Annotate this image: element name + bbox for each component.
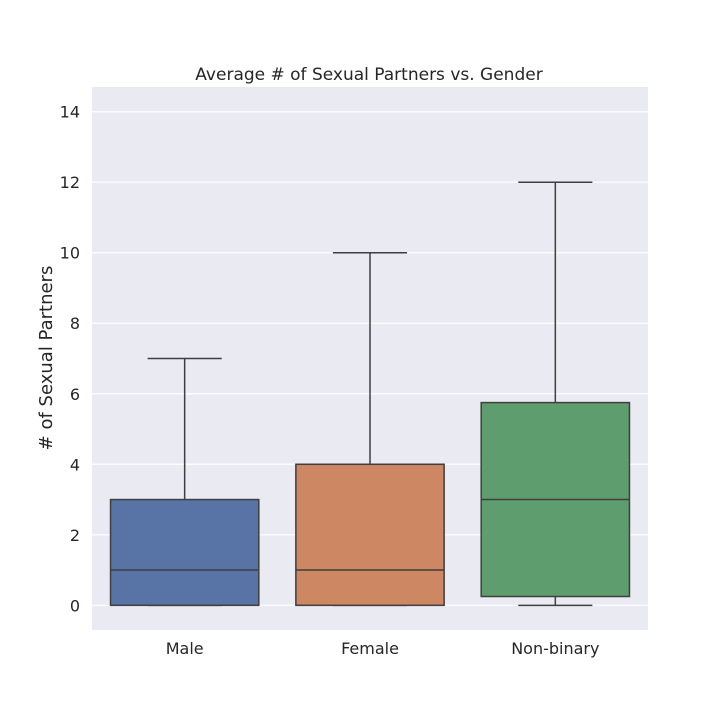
y-tick-label: 14 — [60, 103, 80, 122]
boxes — [109, 181, 631, 607]
y-tick-label: 8 — [70, 314, 80, 333]
chart-title: Average # of Sexual Partners vs. Gender — [195, 65, 542, 85]
y-tick-label: 12 — [60, 173, 80, 192]
iqr-box — [109, 498, 260, 607]
box-non-binary — [480, 181, 631, 607]
y-axis-title: # of Sexual Partners — [36, 266, 57, 451]
x-tick-labels: Male Female Non-binary — [166, 639, 600, 658]
box-female — [295, 251, 445, 607]
x-tick-label: Female — [341, 639, 399, 658]
x-tick-label: Male — [166, 639, 204, 658]
y-tick-label: 2 — [70, 526, 80, 545]
box-male — [109, 357, 260, 607]
y-tick-label: 0 — [70, 596, 80, 615]
y-tick-label: 6 — [70, 385, 80, 404]
y-tick-label: 10 — [60, 244, 80, 263]
iqr-box — [295, 463, 445, 607]
x-tick-label: Non-binary — [511, 639, 599, 658]
y-tick-labels: 0 2 4 6 8 10 12 14 — [60, 103, 80, 616]
y-tick-label: 4 — [70, 455, 80, 474]
